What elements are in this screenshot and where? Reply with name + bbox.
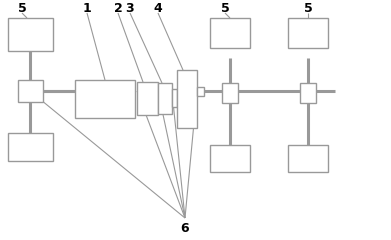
Bar (222, 83, 238, 103)
Text: 5: 5 (221, 1, 230, 14)
Bar (18, 80, 43, 102)
Bar (8, 133, 53, 161)
Text: 3: 3 (126, 1, 135, 14)
Bar (158, 83, 172, 114)
Bar (210, 145, 250, 172)
Text: 4: 4 (154, 1, 162, 14)
Bar (172, 89, 177, 107)
Bar (177, 70, 197, 128)
Bar (210, 18, 250, 48)
Bar (8, 18, 53, 51)
Bar (300, 83, 316, 103)
Text: 5: 5 (304, 1, 312, 14)
Bar (75, 80, 135, 118)
Bar (288, 145, 328, 172)
Bar (288, 18, 328, 48)
Text: 2: 2 (114, 1, 122, 14)
Text: 1: 1 (83, 1, 91, 14)
Text: 5: 5 (18, 1, 26, 14)
Bar (197, 87, 204, 96)
Text: 6: 6 (181, 222, 189, 234)
Bar (137, 82, 158, 115)
